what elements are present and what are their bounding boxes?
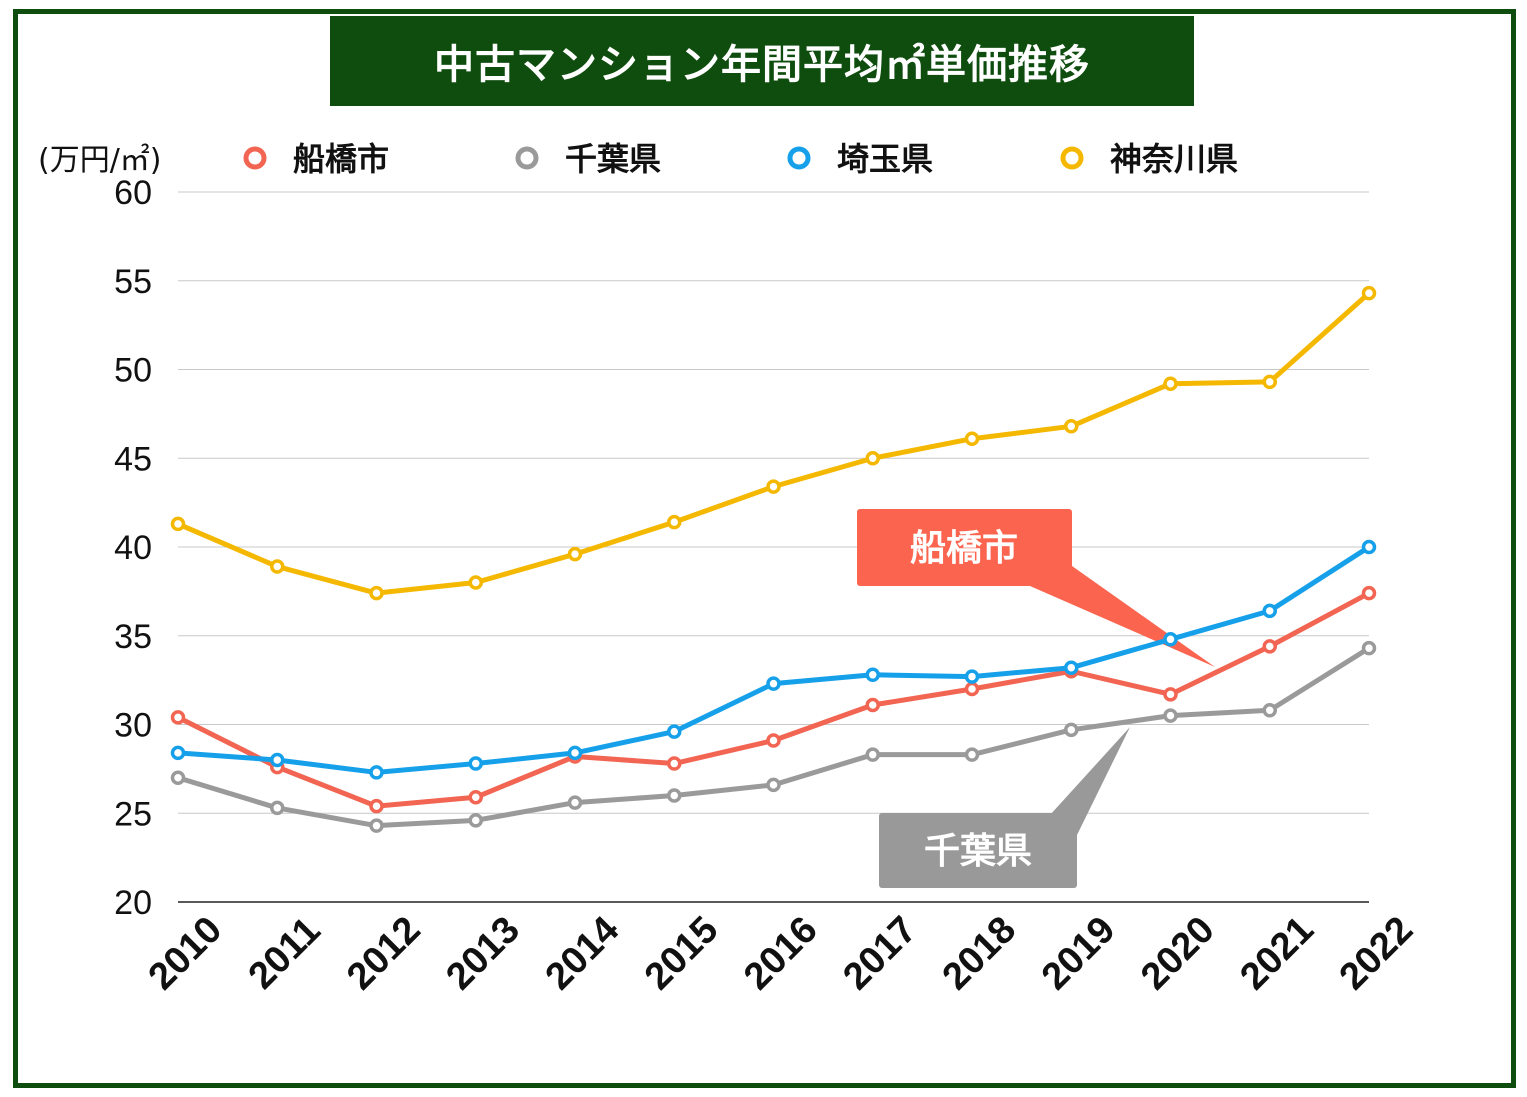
data-point [270, 752, 285, 768]
y-tick-label: 55 [114, 263, 152, 301]
series-2 [170, 539, 1377, 780]
data-point [865, 697, 880, 713]
y-tick-label: 45 [114, 440, 152, 478]
x-tick-label: 2013 [438, 909, 527, 998]
callout-label-chiba: 千葉県 [924, 831, 1032, 872]
data-point [468, 790, 483, 805]
data-point [667, 756, 682, 771]
callout-box-chiba [879, 813, 1077, 888]
x-tick-label: 2011 [241, 909, 329, 997]
data-point [766, 479, 781, 494]
data-point [667, 724, 682, 739]
x-tick-label: 2010 [141, 909, 230, 998]
data-point [170, 770, 186, 785]
data-point [369, 798, 384, 814]
x-tick-label: 2018 [935, 909, 1024, 998]
data-point [766, 733, 781, 748]
data-point [1163, 708, 1178, 723]
series-line [175, 290, 1372, 596]
y-tick-label: 35 [114, 618, 152, 656]
callout-box-funabashi [857, 509, 1072, 586]
x-tick-label: 2016 [736, 909, 825, 998]
legend-label: 埼玉県 [837, 140, 933, 178]
data-point [964, 669, 980, 684]
data-point [1262, 374, 1277, 390]
callout-pointer-chiba [1050, 727, 1130, 835]
y-tick-label: 30 [114, 707, 152, 745]
y-tick-label: 50 [114, 352, 152, 390]
data-point [766, 676, 781, 691]
data-point [468, 756, 483, 771]
data-point [964, 747, 980, 762]
data-point [667, 514, 682, 530]
data-point [369, 765, 384, 780]
data-point [170, 745, 186, 761]
legend-marker [515, 146, 539, 170]
legend-item: 神奈川県 [1060, 140, 1238, 178]
data-point [865, 667, 880, 683]
data-point [468, 813, 483, 828]
y-axis-unit: (万円/㎡) [38, 143, 162, 178]
series-0 [170, 585, 1377, 814]
data-point [1163, 376, 1178, 391]
legend-marker [787, 146, 811, 170]
callout-label-funabashi: 船橋市 [910, 528, 1018, 569]
data-point [1361, 585, 1377, 601]
series-line [175, 590, 1372, 809]
y-tick-label: 60 [114, 174, 152, 212]
data-point [1163, 632, 1178, 647]
legend-item: 船橋市 [243, 140, 389, 178]
series-1 [170, 640, 1377, 833]
data-point [1163, 687, 1178, 702]
x-tick-label: 2017 [835, 909, 924, 998]
data-point [964, 681, 980, 697]
data-point [1064, 722, 1079, 738]
y-tick-label: 40 [114, 529, 152, 567]
x-tick-label: 2012 [339, 909, 428, 998]
data-point [964, 431, 980, 446]
x-tick-label: 2015 [637, 909, 726, 998]
chart-frame [13, 9, 1516, 1088]
data-point [369, 818, 384, 833]
legend-item: 埼玉県 [787, 140, 933, 178]
data-point [170, 516, 186, 532]
chart-title: 中古マンション年間平均㎡単価推移 [330, 16, 1194, 106]
x-tick-label: 2021 [1232, 909, 1321, 998]
data-point [567, 546, 583, 562]
data-point [1361, 539, 1377, 555]
legend-label: 船橋市 [293, 140, 389, 178]
data-point [1064, 660, 1079, 675]
data-point [766, 777, 781, 793]
legend-marker [243, 146, 267, 170]
data-point [1262, 603, 1277, 619]
data-point [567, 745, 583, 761]
x-tick-label: 2014 [538, 909, 627, 998]
data-point [1262, 703, 1277, 718]
x-tick-label: 2019 [1034, 909, 1123, 998]
data-point [270, 559, 285, 574]
data-point [468, 575, 483, 590]
data-point [1262, 639, 1277, 654]
data-point [170, 710, 186, 725]
data-point [567, 795, 583, 810]
series-3 [170, 285, 1377, 601]
y-tick-label: 25 [114, 795, 152, 833]
x-tick-label: 2022 [1332, 909, 1421, 998]
data-point [865, 451, 880, 466]
legend-label: 神奈川県 [1110, 140, 1238, 178]
x-tick-label: 2020 [1133, 909, 1222, 998]
data-point [667, 788, 682, 803]
data-point [1064, 419, 1079, 434]
data-point [865, 747, 880, 762]
data-point [369, 585, 384, 601]
legend-marker [1060, 146, 1084, 170]
data-point [1361, 640, 1377, 656]
legend-label: 千葉県 [565, 140, 661, 178]
data-point [1361, 285, 1377, 301]
data-point [270, 800, 285, 816]
y-tick-label: 20 [114, 884, 152, 922]
legend-item: 千葉県 [515, 140, 661, 178]
